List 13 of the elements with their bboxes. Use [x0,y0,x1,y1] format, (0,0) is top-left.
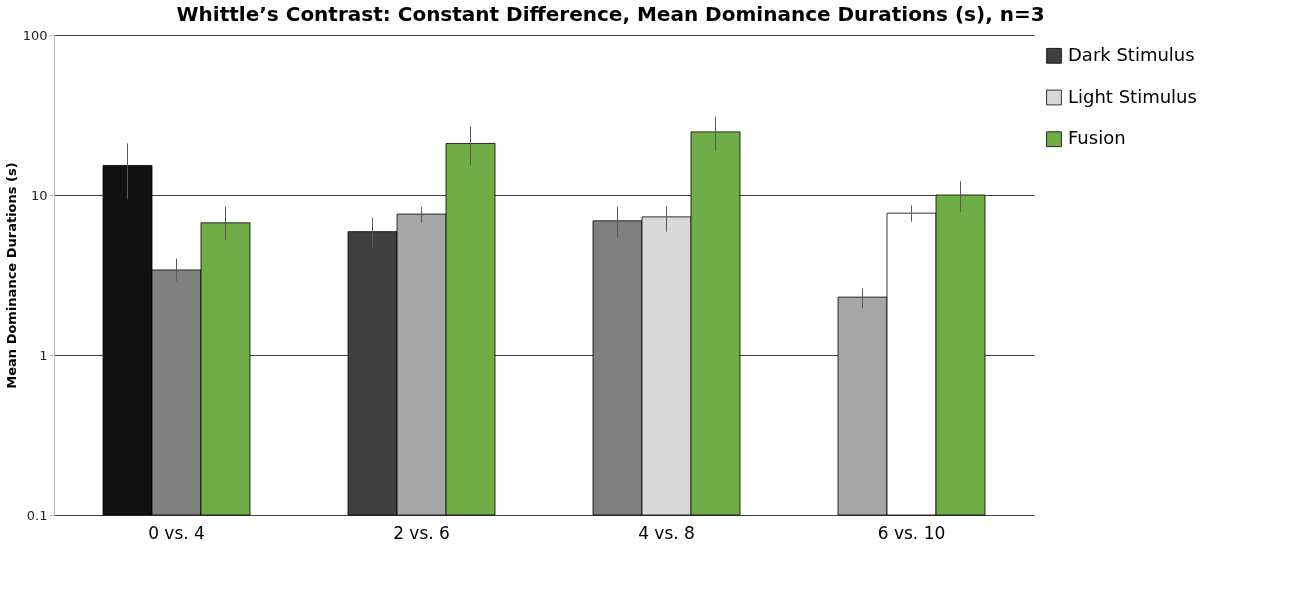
y-tick-label: 1 [39,347,48,363]
y-tick-label: 100 [22,27,48,43]
chart-title: Whittle’s Contrast: Constant Difference, Mean Dominance Durations (s), n=3 [176,2,1045,26]
x-tick-label: 4 vs. 8 [638,522,695,543]
y-tick-label: 10 [30,187,48,203]
legend-label: Fusion [1068,127,1126,149]
legend-label: Light Stimulus [1068,85,1197,107]
y-tick-label: 0.1 [26,507,48,523]
x-tick-label: 0 vs. 4 [148,522,205,543]
y-axis-title: Mean Dominance Durations (s) [3,162,19,389]
x-tick-label: 2 vs. 6 [393,522,450,543]
x-tick-label: 6 vs. 10 [877,522,946,543]
legend-label: Dark Stimulus [1068,43,1195,65]
